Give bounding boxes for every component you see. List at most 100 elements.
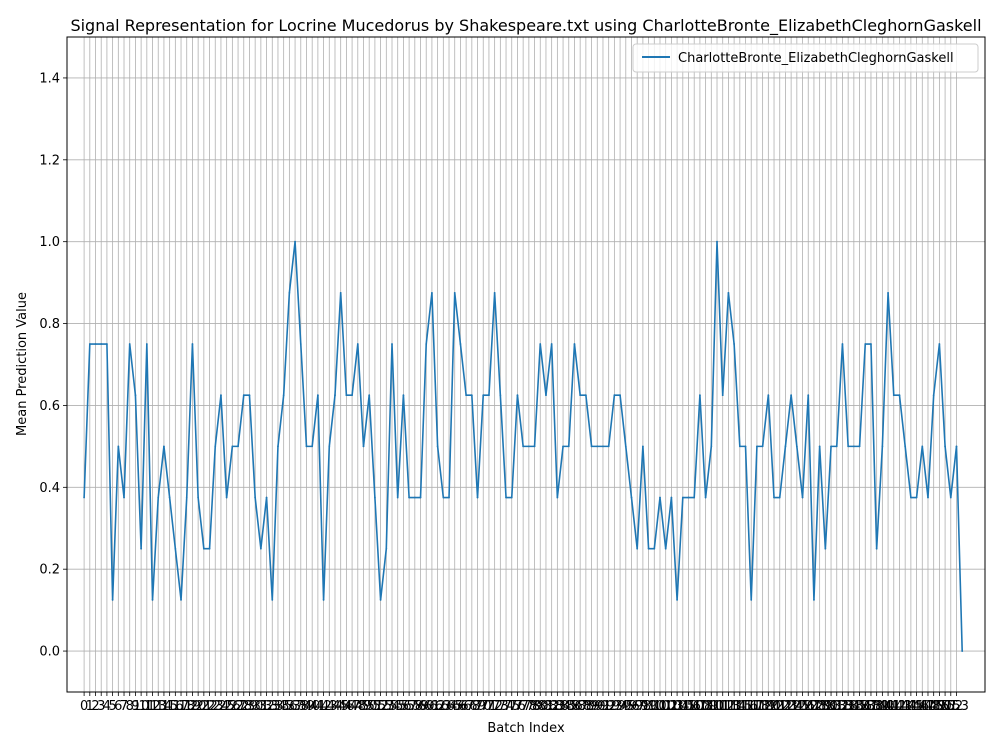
- y-tick-label: 0.2: [39, 563, 60, 578]
- data-point: [624, 445, 627, 448]
- x-tick-label: 2: [91, 699, 99, 714]
- data-point: [613, 394, 616, 397]
- data-point: [277, 445, 279, 448]
- data-point: [299, 343, 302, 345]
- data-point: [151, 598, 154, 601]
- x-tick-label: 98: [635, 699, 652, 714]
- data-point: [83, 496, 86, 499]
- x-tick-label: 52: [372, 699, 389, 714]
- x-tick-label: 99: [640, 699, 657, 714]
- y-tick-label: 0.6: [39, 399, 60, 414]
- x-tick-label: 16: [167, 699, 184, 714]
- data-point: [944, 445, 946, 448]
- x-tick-label: 105: [670, 699, 695, 714]
- x-tick-label: 1: [86, 699, 94, 714]
- x-tick-label: 60: [418, 699, 435, 714]
- x-tick-label: 63: [435, 699, 452, 714]
- x-tick-label: 10: [133, 699, 150, 714]
- x-tick-label: 146: [904, 699, 929, 714]
- x-tick-label: 108: [687, 699, 712, 714]
- x-tick-label: 44: [327, 699, 344, 714]
- x-tick-label: 141: [876, 699, 901, 714]
- x-tick-label: 67: [458, 699, 475, 714]
- x-tick-label: 14: [156, 699, 173, 714]
- data-point: [738, 445, 741, 448]
- x-tick-label: 31: [253, 699, 270, 714]
- data-point: [220, 394, 222, 397]
- x-tick-label: 91: [595, 699, 612, 714]
- data-point: [744, 445, 747, 448]
- x-tick-label: 54: [384, 699, 401, 714]
- x-tick-label: 120: [756, 699, 781, 714]
- data-point: [163, 445, 165, 448]
- x-tick-label: 3: [97, 699, 105, 714]
- x-tick-label: 13: [150, 699, 167, 714]
- x-tick-label: 83: [549, 699, 566, 714]
- x-tick-label: 30: [247, 699, 264, 714]
- data-point: [699, 394, 701, 397]
- x-tick-label: 46: [338, 699, 355, 714]
- data-point: [750, 598, 753, 601]
- data-point: [773, 496, 775, 499]
- data-point: [442, 496, 445, 499]
- data-point: [488, 394, 490, 397]
- data-point: [248, 394, 251, 397]
- x-tick-label: 119: [750, 699, 775, 714]
- data-point: [408, 496, 411, 499]
- x-tick-label: 123: [773, 699, 798, 714]
- data-point: [459, 343, 462, 345]
- x-tick-label: 66: [452, 699, 469, 714]
- x-tick-label: 26: [224, 699, 241, 714]
- x-tick-label: 43: [321, 699, 338, 714]
- data-point: [465, 394, 468, 397]
- x-tick-label: 93: [606, 699, 623, 714]
- x-tick-label: 47: [344, 699, 361, 714]
- data-point: [932, 394, 935, 397]
- x-tick-label: 75: [503, 699, 520, 714]
- y-axis-ticks: 0.0 0.2 0.4 0.6 0.8 1.0 1.2 1.4: [39, 71, 67, 660]
- x-tick-label: 48: [350, 699, 367, 714]
- x-tick-label: 127: [796, 699, 821, 714]
- data-point: [790, 394, 793, 397]
- data-point: [231, 445, 234, 448]
- data-point: [316, 394, 319, 397]
- x-tick-label: 85: [560, 699, 577, 714]
- data-point: [140, 547, 143, 550]
- data-point: [915, 496, 918, 499]
- data-point: [801, 496, 804, 499]
- data-point: [881, 445, 884, 448]
- x-tick-label: 72: [486, 699, 503, 714]
- plot-area: [67, 37, 985, 692]
- data-point: [499, 394, 502, 397]
- x-tick-label: 150: [927, 699, 952, 714]
- data-point: [659, 496, 661, 499]
- x-tick-label: 19: [184, 699, 201, 714]
- plot-frame: [66, 36, 986, 693]
- x-tick-label: 86: [566, 699, 583, 714]
- x-tick-label: 136: [847, 699, 872, 714]
- x-tick-label: 33: [264, 699, 281, 714]
- x-tick-label: 9: [131, 699, 139, 714]
- data-point: [567, 445, 570, 448]
- data-point: [436, 445, 439, 448]
- x-tick-label: 59: [412, 699, 429, 714]
- data-point: [516, 394, 519, 397]
- data-point: [761, 445, 764, 448]
- data-point: [419, 496, 422, 499]
- x-tick-label: 74: [498, 699, 515, 714]
- x-tick-label: 21: [196, 699, 213, 714]
- x-tick-label: 5: [108, 699, 116, 714]
- data-point: [676, 598, 678, 601]
- x-tick-label: 76: [509, 699, 526, 714]
- data-point: [875, 547, 878, 550]
- x-tick-label: 69: [469, 699, 486, 714]
- data-point: [493, 291, 496, 294]
- data-point: [721, 394, 724, 397]
- data-point: [716, 240, 718, 243]
- x-tick-label: 109: [693, 699, 718, 714]
- data-point: [539, 343, 542, 345]
- x-tick-label: 88: [578, 699, 595, 714]
- data-point: [835, 445, 838, 448]
- y-tick-label: 0.4: [39, 481, 60, 496]
